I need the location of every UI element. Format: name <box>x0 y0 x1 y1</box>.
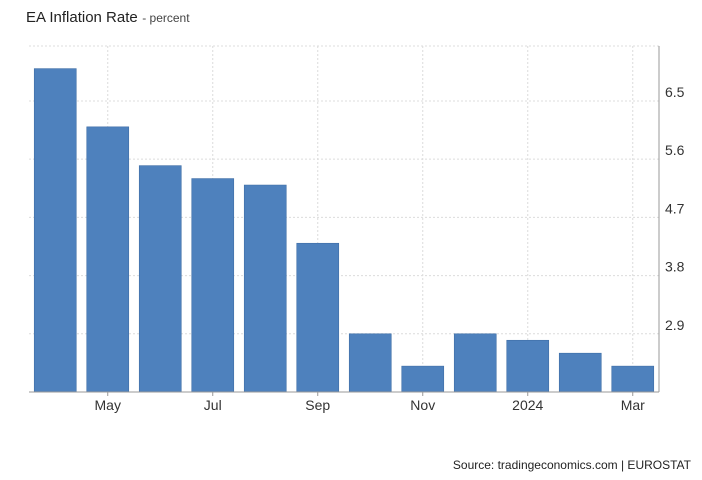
bar <box>33 68 77 393</box>
x-tick-label: 2024 <box>512 397 543 413</box>
x-tick-label: Jul <box>204 397 222 413</box>
x-tick-label: Mar <box>621 397 645 413</box>
bar <box>401 365 445 393</box>
y-tick-label: 6.5 <box>665 84 685 100</box>
bar <box>506 339 550 393</box>
bar <box>611 365 655 393</box>
bar <box>558 352 602 393</box>
chart-title: EA Inflation Rate <box>26 9 138 26</box>
bar <box>348 333 392 393</box>
bar <box>86 126 130 393</box>
x-tick-label: May <box>95 397 121 413</box>
x-tick-label: Nov <box>410 397 435 413</box>
chart-title-row: EA Inflation Rate - percent <box>26 9 190 27</box>
bar <box>138 165 182 393</box>
bar <box>453 333 497 393</box>
source-note: Source: tradingeconomics.com | EUROSTAT <box>452 458 691 472</box>
y-tick-label: 5.6 <box>665 142 685 158</box>
y-tick-label: 4.7 <box>665 200 685 216</box>
bar <box>191 178 235 393</box>
bar <box>296 242 340 393</box>
bar <box>243 184 287 393</box>
y-tick-label: 2.9 <box>665 317 685 333</box>
y-tick-label: 3.8 <box>665 259 685 275</box>
chart-subtitle: - percent <box>142 11 190 25</box>
x-tick-label: Sep <box>305 397 330 413</box>
